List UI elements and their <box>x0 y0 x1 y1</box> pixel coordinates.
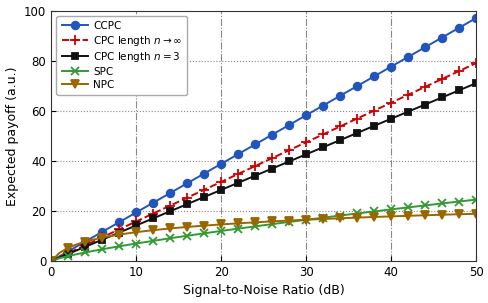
CCPC <box>328 99 334 102</box>
CPC length $n \rightarrow \infty$ <box>464 65 469 69</box>
Line: CCPC: CCPC <box>47 14 479 265</box>
SPC <box>472 198 478 201</box>
NPC <box>48 259 54 263</box>
SPC <box>464 199 469 202</box>
CPC length $n = 3$ <box>328 142 334 145</box>
NPC <box>175 226 181 229</box>
SPC <box>175 235 181 239</box>
NPC <box>142 229 147 233</box>
SPC <box>353 212 359 215</box>
CPC length $n = 3$ <box>142 220 147 224</box>
CPC length $n = 3$ <box>353 131 359 135</box>
CCPC <box>464 21 469 25</box>
SPC <box>142 240 147 244</box>
NPC <box>353 216 359 219</box>
CCPC <box>175 186 181 190</box>
CPC length $n = 3$ <box>184 202 190 206</box>
Y-axis label: Expected payoff (a.u.): Expected payoff (a.u.) <box>5 66 19 205</box>
CCPC <box>184 181 190 185</box>
CPC length $n = 3$ <box>48 259 54 263</box>
Legend: CCPC, CPC length $n \rightarrow \infty$, CPC length $n = 3$, SPC, NPC: CCPC, CPC length $n \rightarrow \infty$,… <box>56 16 187 95</box>
CPC length $n \rightarrow \infty$ <box>353 117 359 120</box>
SPC <box>328 215 334 218</box>
CCPC <box>142 206 147 209</box>
SPC <box>48 259 54 263</box>
CPC length $n \rightarrow \infty$ <box>175 200 181 204</box>
NPC <box>184 225 190 229</box>
Line: SPC: SPC <box>47 195 479 265</box>
CPC length $n \rightarrow \infty$ <box>328 128 334 132</box>
CCPC <box>472 16 478 20</box>
Line: CPC length $n = 3$: CPC length $n = 3$ <box>48 80 478 264</box>
X-axis label: Signal-to-Noise Ratio (dB): Signal-to-Noise Ratio (dB) <box>183 285 344 298</box>
CPC length $n = 3$ <box>175 206 181 209</box>
CPC length $n = 3$ <box>472 82 478 85</box>
CPC length $n \rightarrow \infty$ <box>142 216 147 219</box>
CPC length $n = 3$ <box>464 85 469 88</box>
CPC length $n \rightarrow \infty$ <box>184 196 190 200</box>
CCPC <box>353 84 359 88</box>
SPC <box>184 234 190 238</box>
NPC <box>472 212 478 215</box>
NPC <box>464 212 469 216</box>
CPC length $n \rightarrow \infty$ <box>48 259 54 263</box>
Line: CPC length $n \rightarrow \infty$: CPC length $n \rightarrow \infty$ <box>46 58 480 266</box>
CPC length $n \rightarrow \infty$ <box>472 61 478 65</box>
CCPC <box>48 259 54 263</box>
NPC <box>328 217 334 221</box>
Line: NPC: NPC <box>47 210 479 265</box>
